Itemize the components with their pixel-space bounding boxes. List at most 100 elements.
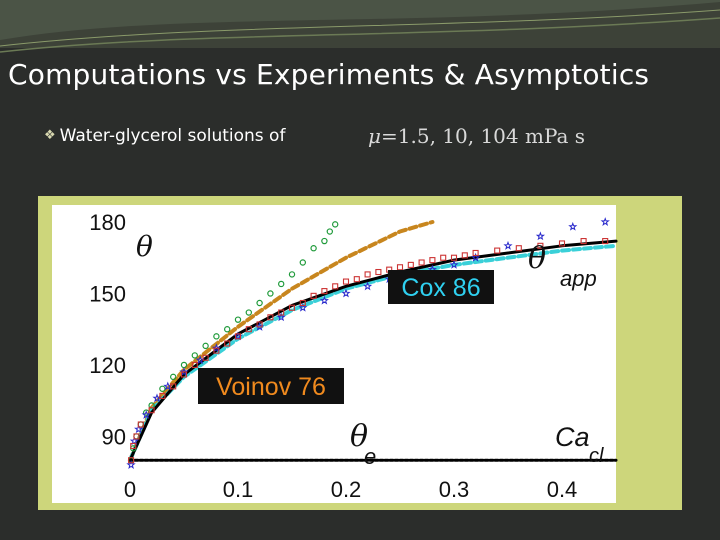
data-point-circle (332, 221, 339, 228)
data-point-square (515, 245, 522, 252)
data-point-circle (169, 373, 177, 381)
theta-e-label: θ (350, 419, 368, 454)
data-point-square (580, 238, 587, 245)
y-tick-label: 90 (102, 424, 126, 449)
data-point-square (558, 240, 566, 247)
data-point-circle (267, 290, 274, 297)
data-point-star (568, 221, 578, 231)
data-point-circle (299, 259, 306, 266)
data-point-circle (202, 342, 209, 350)
x-tick-label: 0.2 (331, 477, 362, 502)
data-point-square (278, 309, 285, 316)
data-point-star (179, 367, 189, 376)
data-point-star (319, 295, 329, 305)
bullet-text: Water-glycerol solutions of (59, 126, 286, 146)
x-tick-label: 0.4 (547, 477, 578, 502)
voinov-label: Voinov 76 (216, 373, 326, 401)
series-line-5 (128, 239, 618, 462)
data-point-star (471, 252, 481, 262)
data-point-star (276, 312, 286, 322)
data-point-square (133, 433, 140, 440)
theta-app-label: θ (528, 241, 546, 276)
data-point-square (332, 283, 339, 290)
data-point-star (449, 260, 459, 269)
data-point-circle (234, 316, 242, 323)
data-point-star (211, 343, 221, 353)
data-point-circle (191, 352, 198, 359)
ca-subscript: cl (589, 445, 604, 467)
x-tick-label: 0 (124, 477, 136, 502)
data-point-star (134, 424, 144, 434)
data-point-square (396, 264, 404, 271)
mu-symbol: μ (368, 124, 381, 148)
data-point-circle (288, 271, 296, 278)
data-point-square (288, 304, 296, 311)
data-point-square (342, 278, 350, 285)
data-point-star (600, 217, 610, 227)
data-point-star (503, 240, 513, 250)
data-point-circle (326, 228, 333, 235)
data-point-square (461, 252, 468, 259)
data-point-square (364, 271, 371, 278)
data-point-square (213, 347, 220, 354)
viscosity-values: μ=1.5, 10, 104 mPa s (368, 124, 585, 148)
data-point-square (245, 326, 252, 333)
data-point-circle (245, 309, 252, 316)
data-point-square (450, 254, 458, 261)
data-point-star (126, 460, 136, 470)
data-point-square (191, 361, 198, 368)
data-point-circle (223, 326, 231, 333)
data-point-circle (278, 280, 285, 288)
data-point-star (129, 436, 139, 446)
data-point-square (407, 261, 414, 268)
data-point-square (224, 340, 231, 347)
data-point-circle (310, 245, 317, 252)
theta-app-subscript: app (560, 266, 597, 291)
bullet-icon: ❖ (44, 128, 56, 143)
mu-values: =1.5, 10, 104 mPa s (381, 124, 586, 148)
data-point-square (256, 321, 263, 328)
theta-e-subscript: e (364, 444, 376, 469)
data-point-circle (321, 237, 328, 245)
data-point-star (363, 281, 373, 291)
cox-label: Cox 86 (401, 274, 480, 302)
data-point-square (202, 354, 209, 361)
data-point-square (440, 254, 447, 261)
data-point-square (137, 421, 144, 428)
data-point-star (298, 302, 308, 312)
x-tick-label: 0.1 (223, 477, 254, 502)
theta-label: θ (136, 230, 153, 263)
data-point-star (535, 231, 546, 241)
data-point-square (353, 276, 360, 283)
data-point-square (418, 259, 425, 266)
x-tick-label: 0.3 (439, 477, 470, 502)
cox-label-box (388, 270, 494, 304)
data-point-square (321, 288, 328, 295)
data-point-circle (213, 333, 220, 340)
data-point-square (537, 242, 544, 249)
slide-title: Computations vs Experiments & Asymptotic… (8, 58, 650, 91)
data-point-circle (159, 385, 166, 392)
data-point-circle (256, 299, 263, 307)
data-point-square (494, 247, 501, 254)
data-point-square (170, 383, 177, 390)
data-point-square (299, 299, 306, 307)
data-point-square (148, 407, 155, 414)
data-point-square (375, 268, 382, 276)
data-point-square (234, 333, 242, 340)
data-point-square (472, 249, 479, 257)
voinov-label-box (198, 368, 344, 404)
bullet-line: ❖ Water-glycerol solutions of (44, 126, 285, 146)
data-point-square (180, 371, 188, 378)
y-tick-label: 180 (89, 210, 126, 235)
data-point-square (310, 292, 317, 299)
y-tick-label: 150 (89, 281, 126, 306)
series-line-3 (128, 220, 435, 463)
data-point-square (267, 314, 274, 321)
data-point-square (602, 238, 609, 245)
ca-label: Ca (555, 422, 590, 452)
data-point-star (141, 410, 151, 419)
data-point-square (128, 457, 135, 464)
data-point-star (341, 288, 351, 298)
